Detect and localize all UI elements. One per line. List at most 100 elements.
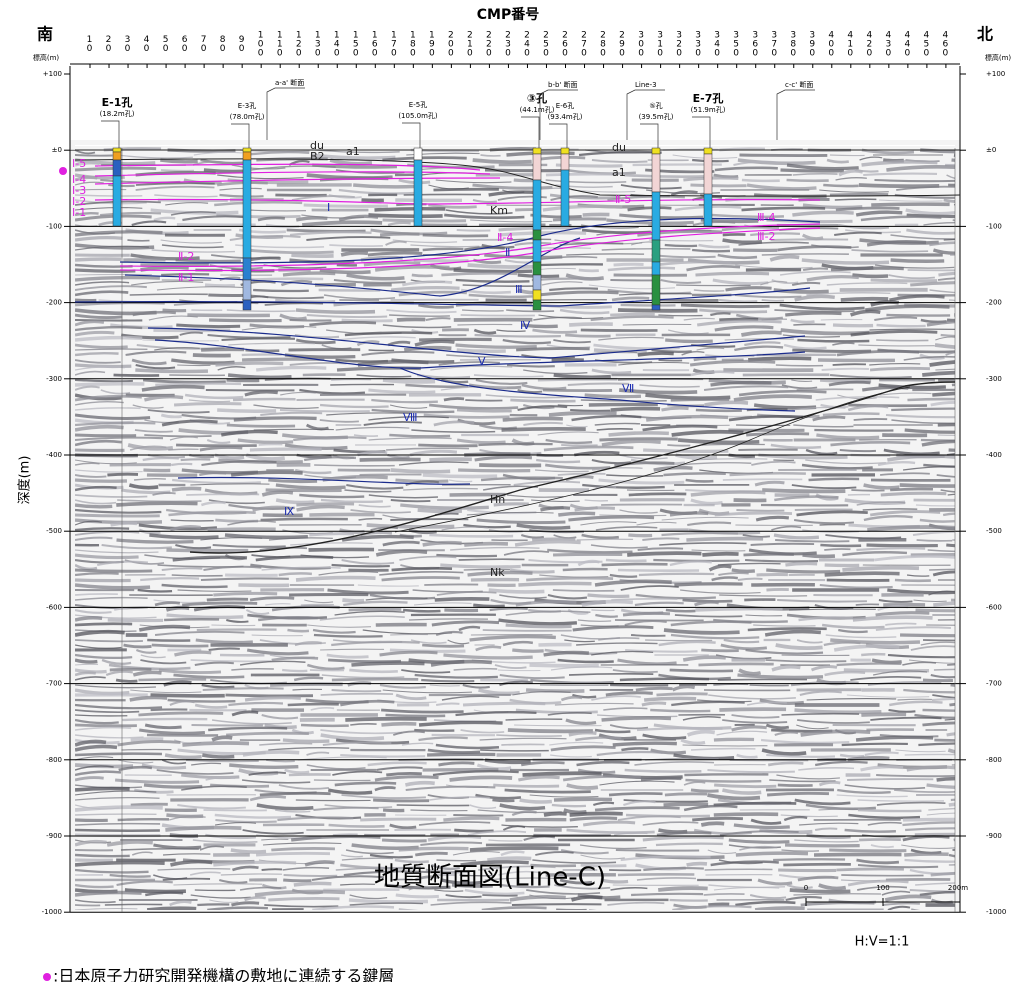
seismic-reflector (168, 510, 256, 517)
seismic-reflector (415, 851, 448, 857)
key-bed-label: Ⅰ-2 (72, 195, 86, 208)
seismic-reflector (75, 536, 113, 541)
seismic-reflector (947, 748, 955, 756)
seismic-reflector (75, 703, 163, 710)
seismic-reflector (825, 534, 902, 540)
seismic-reflector (672, 904, 752, 910)
seismic-reflector (856, 858, 900, 865)
seismic-reflector (75, 407, 141, 411)
seismic-reflector (698, 243, 730, 249)
seismic-reflector (710, 860, 779, 867)
seismic-reflector (299, 493, 365, 499)
seismic-reflector (357, 584, 419, 587)
seismic-reflector (129, 445, 167, 451)
seismic-reflector (642, 835, 724, 842)
cmp-label: 210 (465, 31, 475, 58)
seismic-reflector (866, 543, 938, 548)
seismic-reflector (690, 788, 719, 793)
seismic-reflector (670, 397, 730, 402)
seismic-reflector (617, 815, 681, 821)
seismic-reflector (341, 534, 414, 542)
seismic-reflector (563, 808, 587, 815)
seismic-reflector (120, 848, 199, 851)
seismic-reflector (173, 673, 245, 679)
seismic-reflector (568, 515, 655, 522)
seismic-reflector (820, 543, 862, 548)
seismic-reflector (418, 303, 454, 309)
seismic-reflector (144, 434, 212, 438)
seismic-reflector (453, 667, 498, 671)
seismic-reflector (392, 730, 425, 736)
seismic-reflector (612, 669, 658, 674)
seismic-reflector (147, 409, 210, 414)
seismic-reflector (591, 695, 641, 701)
key-bed-label: Ⅱ-1 (178, 271, 194, 284)
seismic-reflector (929, 359, 955, 367)
seismic-reflector (499, 680, 533, 687)
seismic-reflector (522, 771, 602, 777)
seismic-reflector (472, 199, 497, 204)
seismic-reflector (115, 678, 138, 683)
seismic-reflector (75, 676, 106, 681)
cmp-label: 170 (389, 31, 399, 58)
seismic-reflector (161, 419, 218, 427)
seismic-reflector (395, 893, 439, 899)
seismic-reflector (549, 287, 599, 292)
seismic-reflector (753, 403, 817, 410)
seismic-reflector (617, 568, 700, 572)
seismic-reflector (606, 218, 694, 225)
seismic-reflector (496, 329, 526, 333)
seismic-reflector (211, 624, 256, 627)
seismic-reflector (135, 648, 157, 654)
seismic-reflector (543, 811, 567, 817)
seismic-reflector (783, 815, 808, 822)
seismic-reflector (642, 424, 718, 432)
layer-label: Hn (490, 493, 505, 506)
borehole-segment (651, 147, 661, 155)
seismic-reflector (505, 718, 563, 721)
seismic-reflector (408, 528, 437, 535)
seismic-reflector (948, 863, 955, 866)
seismic-reflector (454, 828, 494, 833)
seismic-reflector (734, 294, 802, 299)
seismic-reflector (348, 898, 429, 904)
legend-text: :日本原子力研究開発機構の敷地に連続する鍵層 (53, 967, 394, 982)
seismic-reflector (819, 523, 846, 526)
seismic-reflector (848, 813, 921, 820)
seismic-reflector (408, 886, 432, 891)
seismic-reflector (160, 169, 195, 172)
seismic-reflector (619, 454, 668, 460)
seismic-reflector (182, 215, 247, 222)
seismic-reflector (891, 407, 955, 412)
seismic-reflector (268, 478, 318, 484)
seismic-reflector (619, 388, 698, 395)
seismic-reflector (906, 228, 955, 235)
seismic-reflector (75, 326, 143, 332)
seismic-reflector (206, 597, 249, 602)
seismic-reflector (146, 906, 197, 910)
seismic-reflector (741, 206, 826, 212)
seismic-reflector (594, 806, 680, 812)
seismic-reflector (658, 314, 703, 317)
seismic-reflector (663, 802, 709, 807)
seismic-reflector (598, 637, 640, 641)
seismic-reflector (735, 313, 784, 321)
seismic-reflector (711, 213, 785, 219)
seismic-reflector (948, 299, 955, 302)
seismic-reflector (765, 723, 790, 730)
seismic-reflector (750, 232, 801, 237)
seismic-reflector (502, 416, 563, 422)
seismic-reflector (75, 290, 129, 297)
seismic-reflector (129, 695, 168, 702)
seismic-reflector (177, 804, 246, 810)
seismic-reflector (790, 680, 859, 687)
borehole-segment (651, 274, 661, 306)
seismic-reflector (307, 624, 372, 628)
seismic-reflector (353, 434, 379, 437)
seismic-reflector (814, 760, 868, 767)
seismic-reflector (254, 889, 346, 897)
seismic-reflector (207, 906, 268, 910)
seismic-reflector (933, 668, 955, 671)
seismic-reflector (680, 303, 770, 309)
seismic-reflector (714, 325, 774, 332)
